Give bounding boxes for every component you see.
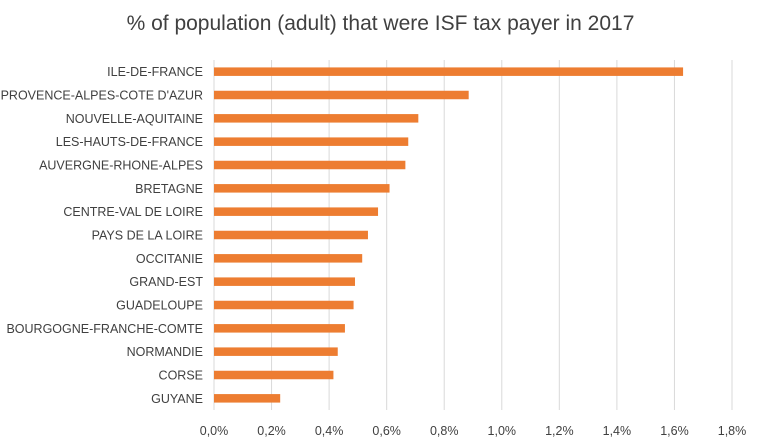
bar [214, 300, 354, 310]
x-tick-labels: 0,0% 0,2% 0,4% 0,6% 0,8% 1,0% 1,2% 1,4% 1,6% 1,8% [200, 424, 747, 438]
bar [214, 230, 368, 240]
x-tick-label: 0,4% [315, 424, 344, 438]
x-tick-label: 0,2% [257, 424, 286, 438]
x-tick-label: 0,8% [430, 424, 459, 438]
bar [214, 90, 469, 100]
bar [214, 207, 379, 216]
x-tick-label: 1,6% [660, 424, 689, 438]
category-label: CORSE [159, 369, 203, 383]
x-tick-label: 1,0% [488, 424, 517, 438]
category-label: OCCITANIE [136, 252, 203, 266]
bar [214, 137, 409, 146]
category-label: GRAND-EST [129, 275, 203, 289]
category-label: NORMANDIE [127, 345, 203, 359]
category-labels: ILE-DE-FRANCE PROVENCE-ALPES-COTE D'AZUR N… [1, 65, 204, 406]
bar [214, 394, 281, 403]
bar [214, 67, 684, 76]
x-tick-label: 1,4% [603, 424, 632, 438]
bar [214, 347, 338, 356]
bar [214, 277, 356, 286]
category-label: BRETAGNE [135, 182, 203, 196]
category-label: NOUVELLE-AQUITAINE [66, 112, 203, 126]
x-tick-label: 1,8% [718, 424, 747, 438]
bar [214, 370, 334, 380]
category-label: LES-HAUTS-DE-FRANCE [56, 135, 203, 149]
category-label: PAYS DE LA LOIRE [92, 229, 203, 243]
category-label: GUADELOUPE [116, 299, 203, 313]
category-label: AUVERGNE-RHONE-ALPES [39, 159, 203, 173]
bar [214, 254, 363, 263]
bar [214, 324, 345, 333]
bar [214, 160, 406, 170]
category-label: PROVENCE-ALPES-COTE D'AZUR [1, 89, 203, 103]
category-label: BOURGOGNE-FRANCHE-COMTE [6, 322, 203, 336]
category-label: CENTRE-VAL DE LOIRE [63, 205, 203, 219]
bars [214, 67, 684, 403]
chart-title: % of population (adult) that were ISF ta… [126, 12, 635, 35]
category-label: ILE-DE-FRANCE [107, 65, 203, 79]
bar [214, 114, 419, 123]
bar [214, 184, 390, 193]
x-tick-label: 1,2% [545, 424, 574, 438]
category-label: GUYANE [151, 392, 203, 406]
x-tick-label: 0,0% [200, 424, 229, 438]
x-tick-label: 0,6% [372, 424, 401, 438]
